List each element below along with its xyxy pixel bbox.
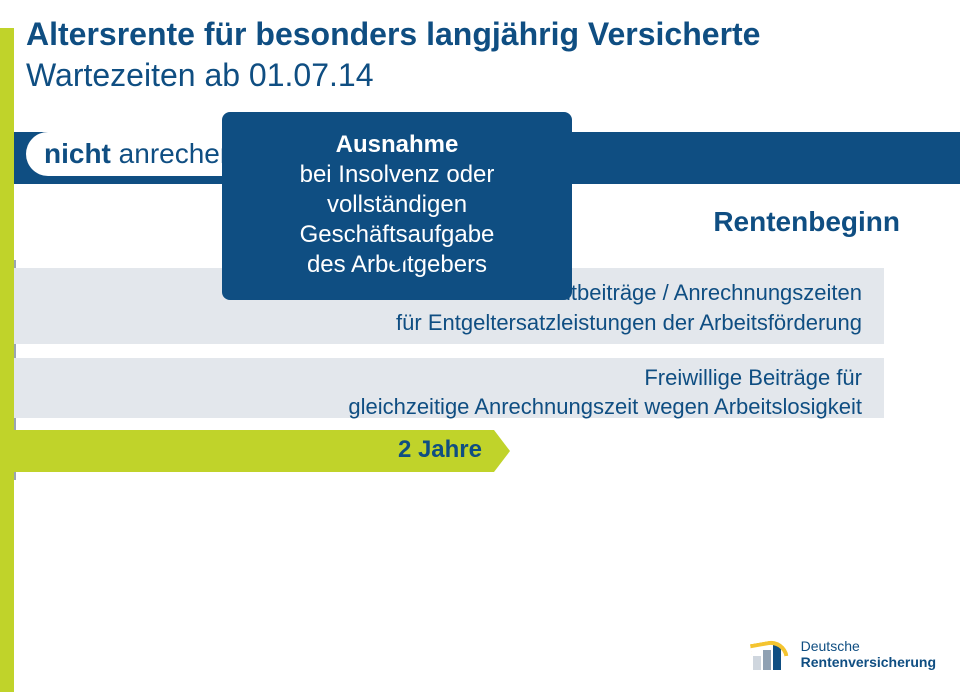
logo-line1: Deutsche [801, 639, 936, 654]
bar-freiwillig-text: Freiwillige Beiträge für gleichzeitige A… [348, 364, 862, 421]
logo-text: Deutsche Rentenversicherung [801, 639, 936, 670]
rentenbeginn-label: Rentenbeginn [713, 206, 900, 238]
callout-line3: vollständigen Geschäftsaufgabe [234, 190, 560, 250]
title-line2: Wartezeiten ab 01.07.14 [26, 57, 373, 93]
nicht-pill-strong: nicht [44, 138, 111, 169]
callout-line2: bei Insolvenz oder [234, 160, 560, 190]
bar-freiwillige-beitraege: Freiwillige Beiträge für gleichzeitige A… [14, 358, 884, 418]
bar-freiwillig-line1: Freiwillige Beiträge für [644, 365, 862, 390]
callout-ausnahme: Ausnahme bei Insolvenz oder vollständige… [222, 112, 572, 300]
slide-root: Altersrente für besonders langjährig Ver… [0, 0, 960, 692]
accent-strip [0, 28, 14, 692]
logo-deutsche-rentenversicherung: Deutsche Rentenversicherung [753, 639, 936, 670]
slide-title: Altersrente für besonders langjährig Ver… [26, 14, 930, 96]
bar-freiwillig-line2: gleichzeitige Anrechnungszeit wegen Arbe… [348, 394, 862, 419]
callout-line1: Ausnahme [234, 130, 560, 160]
callout-pointer-icon [380, 244, 416, 270]
logo-line2: Rentenversicherung [801, 655, 936, 670]
title-line1: Altersrente für besonders langjährig Ver… [26, 16, 760, 52]
bar-anrechnung-line2: für Entgeltersatzleistungen der Arbeitsf… [396, 310, 862, 335]
logo-mark-icon [753, 640, 791, 670]
bar-zwei-jahre-label: 2 Jahre [398, 436, 482, 464]
bar-zwei-jahre: 2 Jahre [14, 430, 494, 472]
